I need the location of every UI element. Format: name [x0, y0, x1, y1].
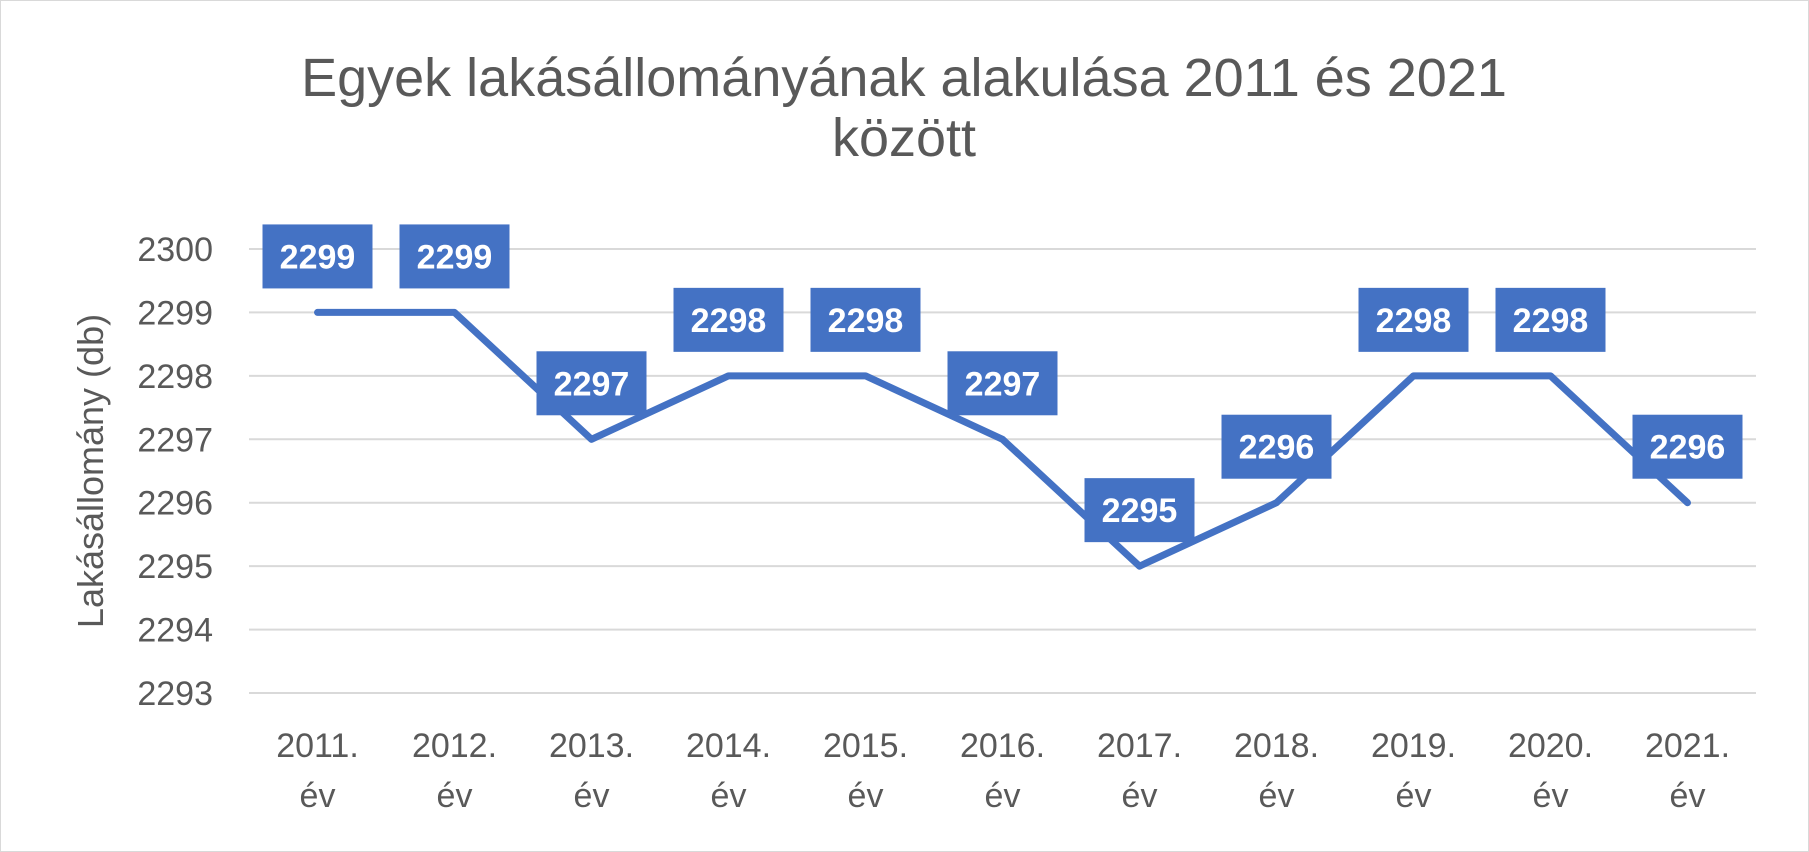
data-label-box [947, 351, 1058, 416]
data-label-value: 2297 [554, 365, 630, 403]
x-tick-label: 2011. [276, 727, 359, 765]
x-tick-label: 2015. [823, 727, 908, 765]
data-label-box [536, 351, 647, 416]
data-label-value: 2298 [828, 302, 904, 340]
data-label-value: 2296 [1239, 429, 1315, 467]
data-label: 2299 [262, 224, 373, 289]
y-tick-label: 2295 [137, 548, 213, 586]
y-tick-label: 2299 [137, 294, 213, 332]
data-label-box [1084, 478, 1195, 543]
data-label-box [1221, 414, 1332, 479]
x-tick-label: 2012. [412, 727, 497, 765]
y-tick-label: 2293 [137, 675, 213, 713]
chart-title-line: Egyek lakásállományának alakulása 2011 é… [301, 48, 1507, 108]
x-tick-label: év [711, 777, 747, 815]
x-tick-label: év [1533, 777, 1569, 815]
data-label-value: 2297 [965, 365, 1041, 403]
x-tick-label: 2016. [960, 727, 1045, 765]
data-label: 2298 [673, 287, 784, 352]
y-tick-label: 2294 [137, 612, 213, 650]
x-tick-label: 2014. [686, 727, 771, 765]
data-label: 2296 [1632, 414, 1743, 479]
y-tick-label: 2297 [137, 421, 213, 459]
x-tick-label: 2017. [1097, 727, 1182, 765]
x-tick-label: 2018. [1234, 727, 1319, 765]
data-label-box [810, 287, 921, 352]
data-label-box [1358, 287, 1469, 352]
data-label: 2297 [947, 351, 1058, 416]
data-label-value: 2299 [280, 238, 356, 276]
y-axis-label: Lakásállomány (db) [70, 314, 111, 628]
x-tick-label: év [848, 777, 884, 815]
x-tick-label: 2019. [1371, 727, 1456, 765]
x-tick-label: 2013. [549, 727, 634, 765]
x-tick-label: év [1259, 777, 1295, 815]
x-axis-ticks: 2011. év 2012. év 2013. év 2014. év 2015. év 2016.… [276, 727, 1730, 815]
chart-title: Egyek lakásállományának alakulása 2011 é… [301, 48, 1507, 168]
data-label-box [262, 224, 373, 289]
x-tick-label: év [300, 777, 336, 815]
x-tick-label: év [1670, 777, 1706, 815]
data-label-value: 2296 [1650, 429, 1726, 467]
data-label: 2298 [810, 287, 921, 352]
data-label-box [673, 287, 784, 352]
y-tick-label: 2296 [137, 485, 213, 523]
x-tick-label: év [574, 777, 610, 815]
data-label-box [399, 224, 510, 289]
y-tick-label: 2298 [137, 358, 213, 396]
chart-title-line: között [832, 108, 976, 168]
x-tick-label: év [1122, 777, 1158, 815]
data-label-box [1495, 287, 1606, 352]
data-label-value: 2298 [1376, 302, 1452, 340]
x-tick-label: 2020. [1508, 727, 1593, 765]
data-label-box [1632, 414, 1743, 479]
data-label-value: 2298 [691, 302, 767, 340]
x-tick-label: év [1396, 777, 1432, 815]
data-label-value: 2299 [417, 238, 493, 276]
data-label: 2296 [1221, 414, 1332, 479]
y-tick-label: 2300 [137, 231, 213, 269]
x-tick-label: év [437, 777, 473, 815]
y-axis-ticks: 2293 2294 2295 2296 2297 2298 2299 2300 [137, 231, 213, 713]
data-label: 2297 [536, 351, 647, 416]
data-label-value: 2298 [1513, 302, 1589, 340]
data-label: 2299 [399, 224, 510, 289]
x-tick-label: év [985, 777, 1021, 815]
data-label: 2298 [1495, 287, 1606, 352]
data-label-value: 2295 [1102, 492, 1178, 530]
data-label: 2298 [1358, 287, 1469, 352]
x-tick-label: 2021. [1645, 727, 1730, 765]
data-label: 2295 [1084, 478, 1195, 543]
data-labels: 2299 2299 2297 2298 2298 2297 2295 2296 2298 2298… [262, 224, 1743, 543]
